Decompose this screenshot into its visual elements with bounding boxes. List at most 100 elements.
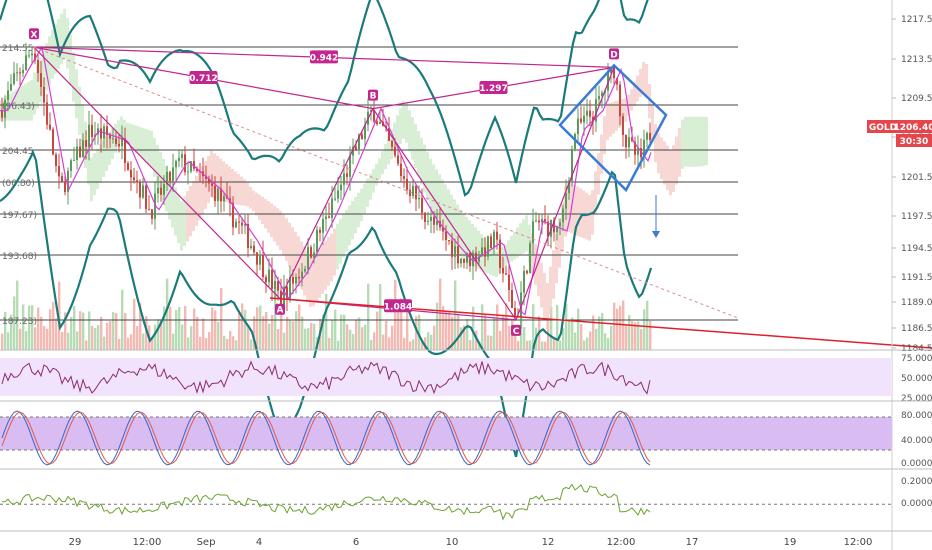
candle-body	[394, 146, 396, 156]
cloud-segment	[189, 186, 192, 237]
candle-body	[271, 269, 273, 289]
cloud-segment	[222, 161, 225, 202]
candle-body	[565, 192, 567, 209]
time-tick-label: 4	[256, 537, 262, 548]
candle-body	[592, 116, 594, 122]
volume-bar	[1, 333, 4, 350]
candle-body	[352, 146, 354, 156]
volume-bar	[463, 325, 466, 350]
candle-body	[133, 177, 135, 181]
price-tick-label: 1213.50	[901, 55, 932, 65]
cloud-segment	[522, 219, 525, 254]
cloud-segment	[126, 122, 129, 144]
cloud-segment	[66, 18, 69, 69]
cloud-segment	[354, 196, 357, 234]
candle-body	[478, 256, 480, 262]
candle-body	[589, 110, 591, 117]
candle-body	[142, 185, 144, 198]
candle-body	[82, 140, 84, 158]
cloud-segment	[492, 247, 495, 277]
cloud-segment	[45, 43, 48, 91]
price-tick-label: 1184.50	[901, 344, 932, 354]
volume-bar	[523, 327, 526, 350]
cloud-segment	[579, 188, 582, 237]
price-tick-label: 1209.50	[901, 94, 932, 104]
time-tick-label: 6	[353, 537, 359, 548]
volume-bar	[355, 319, 358, 350]
rsi-line	[1, 360, 651, 395]
cloud-segment	[519, 223, 522, 256]
fib-level-label: 187.23)	[2, 317, 37, 327]
cloud-segment	[348, 205, 351, 246]
candle-body	[196, 168, 198, 172]
cloud-segment	[432, 164, 435, 214]
candle-body	[376, 121, 378, 125]
cloud-segment	[657, 133, 660, 174]
candle-body	[529, 243, 531, 274]
cloud-segment	[105, 135, 108, 171]
volume-bar	[649, 320, 652, 350]
volume-bar	[364, 324, 367, 350]
pattern-point-C-badge	[511, 324, 521, 336]
candle-body	[304, 268, 306, 272]
cloud-segment	[441, 179, 444, 230]
volume-bar	[565, 303, 568, 350]
projection-box	[558, 63, 668, 193]
candle-body	[637, 148, 639, 155]
candle-body	[412, 185, 414, 196]
cloud-segment	[237, 174, 240, 205]
volume-bar	[103, 336, 106, 350]
volume-bar	[574, 332, 577, 350]
volume-bar	[43, 326, 46, 350]
volume-bar	[496, 304, 499, 350]
candle-body	[493, 231, 495, 248]
volume-bar	[64, 312, 67, 350]
fib-level-label: (00.80)	[2, 179, 35, 189]
candle-body	[379, 122, 381, 125]
volume-bar	[271, 314, 274, 350]
target-arrow-head	[652, 231, 660, 238]
cloud-segment	[471, 223, 474, 266]
cloud-segment	[318, 247, 321, 298]
pattern-point-A: A	[277, 306, 284, 316]
candle-body	[625, 134, 627, 148]
volume-bar	[238, 312, 241, 350]
cloud-segment	[633, 82, 636, 107]
volume-bar	[517, 341, 520, 350]
volume-bar	[295, 311, 298, 350]
rsi-pane: 75.0000 50.0000 25.0000	[0, 354, 932, 404]
fib-level-label: 197.67)	[2, 211, 37, 221]
volume-bar	[478, 341, 481, 350]
candle-body	[430, 216, 432, 221]
cloud-segment	[444, 184, 447, 235]
cloud-segment	[630, 89, 633, 111]
candle-body	[286, 286, 288, 300]
volume-bar	[391, 325, 394, 350]
cloud-segment	[399, 108, 402, 144]
candle-body	[223, 196, 225, 202]
candle-body	[112, 138, 114, 140]
volume-bar	[49, 309, 52, 350]
volume-bar	[280, 309, 283, 350]
candle-body	[184, 154, 186, 173]
candle-body	[76, 146, 78, 160]
price-tick-label: 1197.50	[901, 212, 932, 222]
volume-bar	[22, 304, 25, 350]
momentum-pane: 0.2000 0.0000	[0, 477, 932, 521]
volume-bar	[484, 314, 487, 350]
volume-bar	[205, 337, 208, 350]
candle-body	[253, 245, 255, 253]
volume-bar	[334, 309, 337, 350]
volume-bar	[361, 327, 364, 350]
candle-body	[520, 292, 522, 317]
candle-body	[163, 184, 165, 195]
volume-bar	[457, 314, 460, 350]
volume-bar	[586, 337, 589, 350]
candle-body	[175, 161, 177, 168]
cloud-segment	[30, 80, 33, 121]
candle-body	[580, 118, 582, 123]
cloud-segment	[72, 52, 75, 102]
volume-bar	[580, 323, 583, 350]
cloud-segment	[351, 200, 354, 240]
cloud-segment	[345, 209, 348, 252]
